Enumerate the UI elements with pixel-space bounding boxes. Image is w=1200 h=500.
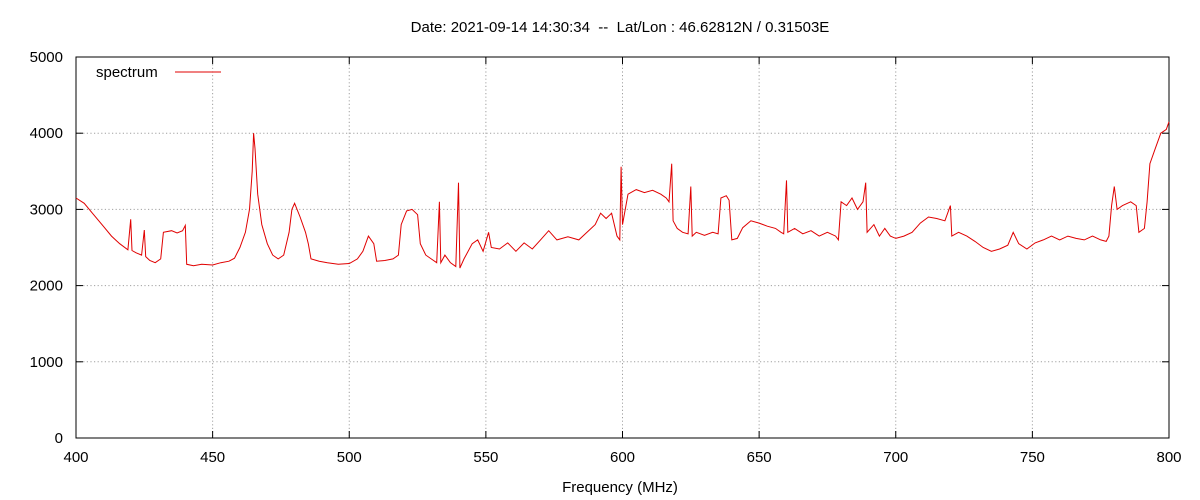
y-axis-tick-labels: 0 1000 2000 3000 4000 5000 bbox=[30, 49, 63, 447]
y-tick-label: 2000 bbox=[30, 278, 63, 295]
x-tick-label: 650 bbox=[747, 449, 772, 466]
chart-title: Date: 2021-09-14 14:30:34 -- Lat/Lon : 4… bbox=[411, 19, 830, 36]
y-tick-label: 5000 bbox=[30, 49, 63, 66]
y-tick-label: 3000 bbox=[30, 201, 63, 218]
x-tick-label: 800 bbox=[1156, 449, 1181, 466]
grid-lines bbox=[76, 57, 1169, 438]
x-axis-tick-labels: 400 450 500 550 600 650 700 750 800 bbox=[63, 449, 1181, 466]
axis-ticks bbox=[75, 56, 1170, 439]
series-line-spectrum bbox=[75, 121, 1170, 269]
x-tick-label: 400 bbox=[63, 449, 88, 466]
y-tick-label: 1000 bbox=[30, 354, 63, 371]
x-tick-label: 750 bbox=[1020, 449, 1045, 466]
x-tick-label: 700 bbox=[883, 449, 908, 466]
x-tick-label: 600 bbox=[610, 449, 635, 466]
x-tick-label: 500 bbox=[337, 449, 362, 466]
x-tick-label: 550 bbox=[473, 449, 498, 466]
x-tick-label: 450 bbox=[200, 449, 225, 466]
series-layer bbox=[75, 121, 1170, 269]
legend: spectrum bbox=[96, 64, 221, 81]
y-tick-label: 0 bbox=[55, 430, 63, 447]
legend-label-spectrum: spectrum bbox=[96, 64, 158, 81]
y-tick-label: 4000 bbox=[30, 125, 63, 142]
x-axis-label: Frequency (MHz) bbox=[562, 479, 678, 496]
